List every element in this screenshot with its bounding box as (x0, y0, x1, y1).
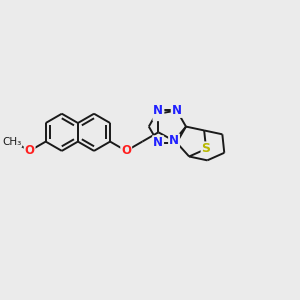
Text: CH₃: CH₃ (2, 136, 22, 147)
Text: N: N (153, 104, 163, 117)
Text: N: N (169, 134, 179, 147)
Text: N: N (172, 104, 182, 117)
Text: O: O (121, 144, 131, 158)
Text: O: O (25, 144, 34, 158)
Text: N: N (153, 136, 163, 149)
Text: N: N (153, 107, 164, 120)
Text: S: S (202, 142, 211, 155)
